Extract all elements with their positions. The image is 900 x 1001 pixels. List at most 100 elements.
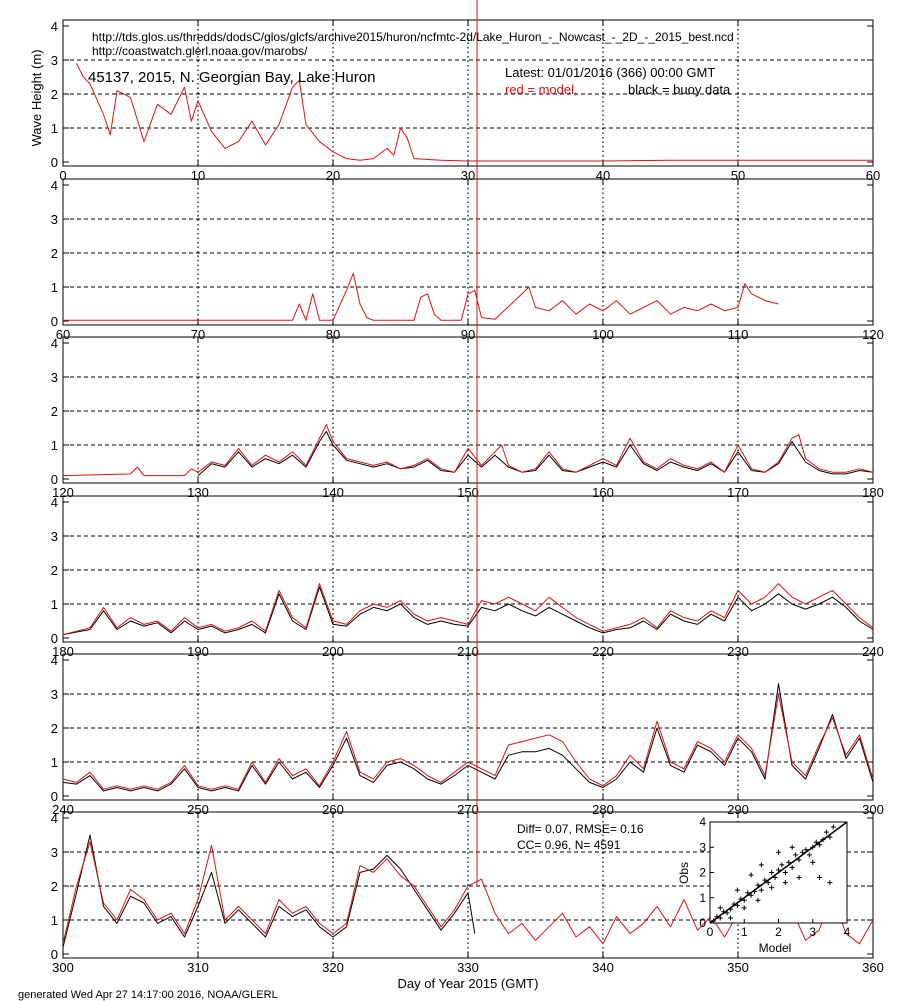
- y-tick-label: 0: [51, 631, 58, 646]
- scatter-point: [776, 867, 781, 873]
- x-tick-label: 120: [862, 327, 884, 342]
- scatter-point: [806, 852, 812, 858]
- x-tick-label: 220: [592, 644, 614, 659]
- scatter-point: [786, 859, 792, 865]
- scatter-inset: 0 1 2 3 4 0 1 2 3 4: [699, 815, 850, 939]
- scatter-point: [769, 870, 775, 875]
- x-tick-label: 180: [52, 644, 74, 659]
- y-tick-label: 2: [51, 879, 58, 894]
- x-tick-label: 310: [187, 960, 209, 975]
- scatter-point: [758, 887, 764, 893]
- scatter-y-tick-label: 1: [699, 891, 706, 905]
- scatter-point: [823, 829, 829, 835]
- x-tick-label: 280: [592, 802, 614, 817]
- scatter-point: [717, 915, 723, 921]
- y-tick-label: 4: [51, 336, 58, 351]
- scatter-y-tick-label: 0: [699, 916, 706, 930]
- station-title: 45137, 2015, N. Georgian Bay, Lake Huron: [88, 69, 375, 86]
- x-tick-label: 90: [461, 327, 475, 342]
- scatter-y-tick-label: 2: [699, 866, 706, 880]
- panel-5: 0 1 2 3 4 240 250 260 270 280 290 300: [51, 653, 884, 817]
- panel-2: 0 1 2 3 4 60 70 80 90 100 110 120: [51, 178, 884, 342]
- scatter-point: [714, 914, 720, 920]
- scatter-point: [741, 905, 747, 911]
- x-tick-label: 110: [728, 327, 749, 342]
- x-tick-label: 320: [322, 960, 344, 975]
- scatter-point: [830, 824, 836, 830]
- scatter-point: [796, 875, 802, 881]
- x-tick-label: 330: [457, 960, 479, 975]
- scatter-x-tick-label: 3: [809, 925, 816, 939]
- x-tick-label: 200: [322, 644, 344, 659]
- y-tick-label: 2: [51, 404, 58, 419]
- panel-6: 0 1 2 3 4 300 310 320 330 340 350 360: [51, 811, 884, 975]
- scatter-point: [717, 905, 723, 911]
- scatter-point: [799, 849, 805, 855]
- buoy-series: [62, 586, 874, 636]
- scatter-point: [776, 849, 781, 855]
- scatter-point: [827, 880, 833, 886]
- footer-generated: generated Wed Apr 27 14:17:00 2016, NOAA…: [18, 989, 278, 1001]
- y-tick-label: 0: [51, 314, 58, 329]
- panel-4: 0 1 2 3 4 180 190 200 210 220 230 240: [51, 495, 884, 659]
- scatter-one-to-one-line: [709, 821, 848, 924]
- x-tick-label: 300: [862, 802, 884, 817]
- scatter-point: [796, 857, 802, 863]
- x-tick-label: 70: [191, 327, 205, 342]
- y-tick-label: 1: [51, 597, 58, 612]
- scatter-point: [752, 888, 758, 894]
- model-series: [63, 272, 779, 321]
- y-tick-label: 1: [51, 913, 58, 928]
- scatter-point: [782, 880, 788, 886]
- scatter-point: [738, 896, 744, 902]
- y-tick-label: 1: [51, 438, 58, 453]
- x-tick-label: 350: [727, 960, 749, 975]
- scatter-point: [721, 909, 727, 915]
- scatter-point: [731, 901, 737, 907]
- scatter-point: [748, 892, 754, 898]
- x-tick-label: 340: [592, 960, 614, 975]
- scatter-point: [789, 844, 795, 850]
- scatter-x-tick-label: 4: [844, 925, 851, 939]
- header-url-line1: http://tds.glos.us/thredds/dodsC/glos/gl…: [92, 30, 734, 44]
- scatter-point: [755, 882, 761, 888]
- scatter-point: [724, 910, 730, 916]
- legend-buoy: black = buoy data: [628, 82, 731, 97]
- y-tick-label: 4: [51, 495, 58, 510]
- y-tick-label: 0: [51, 472, 58, 487]
- y-tick-label: 0: [51, 789, 58, 804]
- buoy-series: [197, 430, 874, 476]
- header-url-line2: http://coastwatch.glerl.noaa.gov/marobs/: [92, 44, 308, 58]
- scatter-x-tick-label: 1: [741, 925, 748, 939]
- y-tick-label: 4: [51, 178, 58, 193]
- x-tick-label: 300: [52, 960, 74, 975]
- scatter-point: [793, 852, 799, 858]
- legend-model: red = model,: [505, 82, 578, 97]
- scatter-point: [734, 902, 740, 908]
- scatter-point: [789, 864, 795, 870]
- scatter-point: [762, 877, 768, 883]
- x-tick-label: 60: [56, 327, 70, 342]
- scatter-point: [745, 890, 751, 896]
- x-tick-label: 100: [592, 327, 614, 342]
- scatter-point: [827, 834, 833, 840]
- y-axis-label: Wave Height (m): [29, 49, 44, 146]
- scatter-point: [817, 875, 823, 881]
- y-tick-label: 2: [51, 246, 58, 261]
- scatter-point: [728, 906, 734, 912]
- x-tick-label: 190: [187, 644, 209, 659]
- x-tick-label: 260: [322, 802, 344, 817]
- x-tick-label: 0: [59, 168, 66, 183]
- x-tick-label: 240: [862, 644, 884, 659]
- x-tick-label: 360: [862, 960, 884, 975]
- scatter-point: [758, 862, 764, 868]
- y-tick-label: 0: [51, 155, 58, 170]
- scatter-point: [813, 839, 819, 845]
- y-tick-label: 2: [51, 721, 58, 736]
- y-tick-label: 3: [51, 53, 58, 68]
- x-tick-label: 290: [727, 802, 749, 817]
- y-tick-label: 1: [51, 121, 58, 136]
- x-tick-label: 210: [457, 644, 479, 659]
